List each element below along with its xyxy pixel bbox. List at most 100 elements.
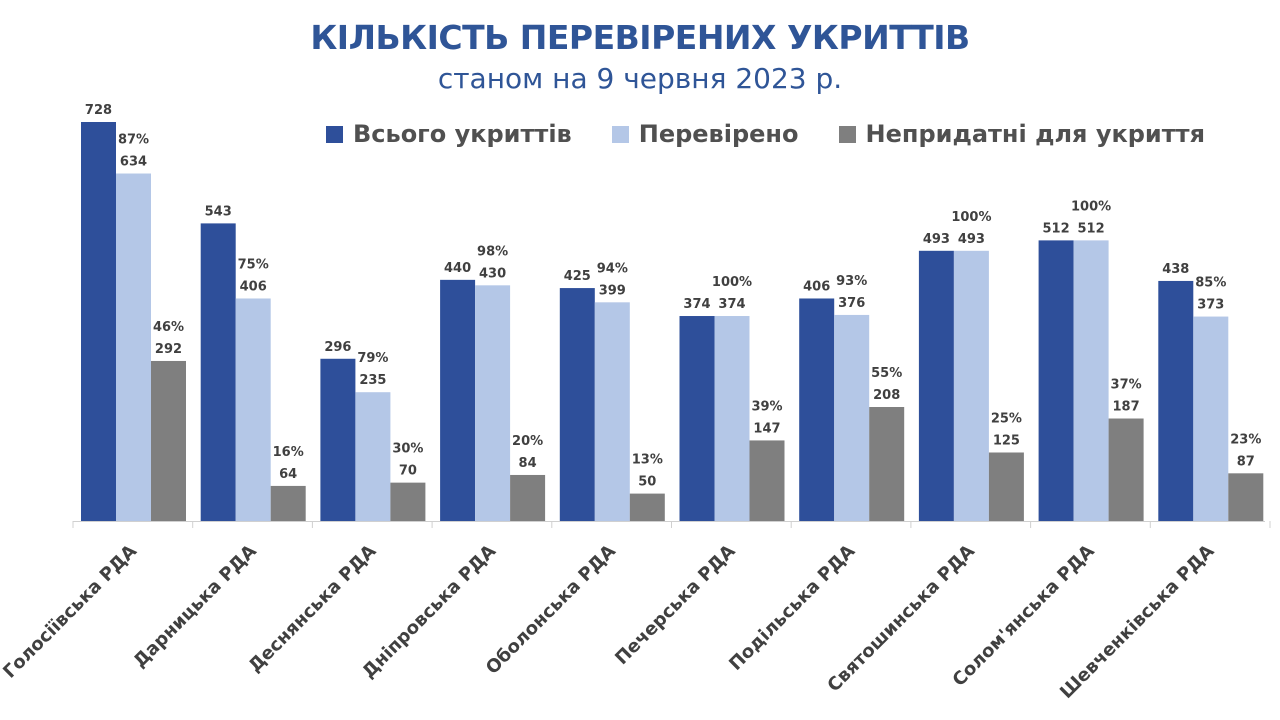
percent-label: 39%	[751, 399, 782, 414]
data-label: 70	[399, 464, 417, 479]
bar	[1193, 316, 1229, 521]
percent-label: 30%	[392, 442, 423, 457]
bar	[270, 485, 306, 521]
percent-label: 46%	[153, 320, 184, 335]
percent-label: 100%	[712, 275, 752, 290]
data-label: 147	[753, 421, 780, 436]
data-label: 87	[1237, 454, 1255, 469]
legend-swatch	[326, 125, 343, 143]
legend-item-unfit: Непридатні для укриття	[838, 120, 1205, 148]
data-label: 512	[1043, 221, 1070, 236]
percent-label: 37%	[1111, 378, 1142, 393]
bar	[235, 298, 271, 521]
percent-label: 94%	[597, 261, 628, 276]
data-label: 235	[359, 373, 386, 388]
data-label: 543	[205, 204, 232, 219]
data-label: 728	[85, 103, 112, 118]
category-label: Деснянська РДА	[245, 541, 381, 677]
data-label: 493	[958, 232, 985, 247]
data-label: 634	[120, 155, 147, 170]
percent-label: 79%	[357, 351, 388, 366]
percent-label: 93%	[836, 274, 867, 289]
data-label: 493	[923, 232, 950, 247]
data-label: 374	[718, 297, 745, 312]
category-label: Дарницька РДА	[129, 541, 260, 672]
bar	[475, 285, 511, 521]
data-label: 50	[638, 475, 656, 490]
legend-item-total: Всього укриттів	[326, 120, 572, 148]
bar	[200, 223, 236, 521]
bar	[116, 173, 151, 521]
percent-label: 87%	[118, 133, 149, 148]
data-label: 399	[599, 283, 626, 298]
bar	[355, 392, 391, 521]
legend-item-checked: Перевірено	[611, 120, 799, 148]
percent-label: 13%	[632, 453, 663, 468]
data-label: 187	[1113, 400, 1140, 415]
percent-label: 75%	[238, 257, 269, 272]
data-label: 373	[1197, 298, 1224, 313]
bar	[1073, 240, 1109, 521]
category-label: Голосіївська РДА	[0, 541, 141, 683]
percent-label: 55%	[871, 366, 902, 381]
category-label: Оболонська РДА	[482, 541, 620, 679]
bar	[1038, 240, 1074, 521]
data-label: 64	[279, 467, 297, 482]
percent-label: 100%	[1071, 199, 1111, 214]
bar	[1228, 473, 1264, 521]
data-label: 374	[683, 297, 710, 312]
legend: Всього укриттів Перевірено Непридатні дл…	[326, 120, 1205, 148]
data-label: 125	[993, 433, 1020, 448]
data-label: 430	[479, 266, 506, 281]
data-label: 376	[838, 296, 865, 311]
data-label: 406	[803, 279, 830, 294]
bar	[151, 360, 186, 521]
percent-label: 25%	[991, 411, 1022, 426]
bar	[81, 122, 116, 521]
percent-label: 23%	[1230, 432, 1261, 447]
data-label: 438	[1162, 262, 1189, 277]
category-label: Дніпровська РДА	[358, 541, 500, 683]
data-label: 84	[519, 456, 537, 471]
bar	[440, 279, 476, 521]
bar	[679, 316, 715, 521]
bar	[1158, 280, 1194, 521]
bar	[510, 474, 546, 521]
data-label: 440	[444, 261, 471, 276]
percent-label: 16%	[273, 445, 304, 460]
bar	[594, 302, 630, 521]
bar	[988, 452, 1024, 521]
bar	[714, 316, 750, 521]
category-label: Печерська РДА	[611, 541, 739, 669]
bar	[869, 407, 905, 521]
legend-label: Непридатні для укриття	[865, 120, 1205, 148]
chart-subtitle: станом на 9 червня 2023 р.	[437, 62, 843, 95]
percent-label: 20%	[512, 434, 543, 449]
legend-swatch	[838, 125, 856, 143]
data-label: 512	[1078, 221, 1105, 236]
legend-label: Перевірено	[638, 120, 799, 148]
legend-label: Всього укриттів	[353, 120, 572, 148]
bar	[799, 298, 835, 521]
chart-title: КІЛЬКІСТЬ ПЕРЕВІРЕНИХ УКРИТТІВ	[310, 18, 970, 57]
data-label: 425	[564, 269, 591, 284]
bar	[559, 288, 595, 521]
bar	[749, 440, 785, 521]
category-label: Подільська РДА	[725, 541, 859, 675]
data-label: 292	[155, 342, 182, 357]
bar	[953, 250, 989, 521]
percent-label: 85%	[1195, 276, 1226, 291]
bar	[1108, 418, 1144, 521]
data-label: 296	[324, 340, 351, 355]
bar	[629, 493, 665, 521]
legend-swatch	[611, 125, 629, 143]
bar	[834, 314, 870, 521]
data-label: 406	[240, 279, 267, 294]
bar	[390, 482, 426, 521]
percent-label: 98%	[477, 244, 508, 259]
bar	[320, 358, 356, 521]
percent-label: 100%	[951, 210, 991, 225]
bar	[918, 250, 954, 521]
